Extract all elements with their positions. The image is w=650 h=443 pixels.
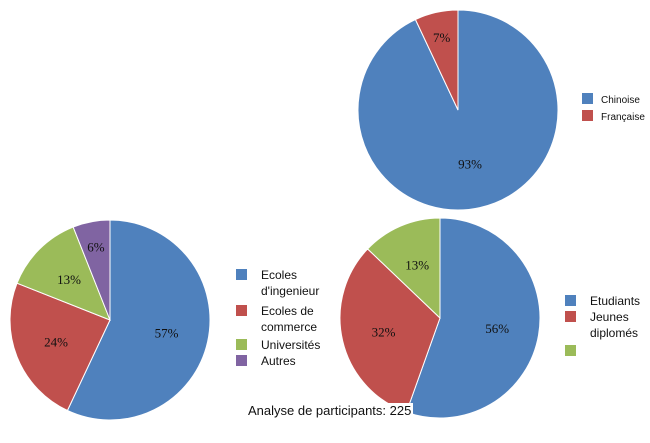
legend: Chinoise Française — [582, 93, 645, 123]
slice-percent-label: 13% — [405, 258, 429, 273]
slice-percent-label: 13% — [57, 272, 81, 287]
legend-swatch — [236, 305, 247, 316]
legend-swatch — [565, 295, 576, 306]
slice-percent-label: 93% — [458, 157, 482, 172]
legend-label: Etudiants — [590, 294, 640, 308]
pie-slice — [72, 219, 111, 321]
slice-percent-label: 7% — [433, 30, 451, 45]
legend-label: Chinoise — [601, 95, 640, 106]
legend-label: Ecoles de commerce — [261, 304, 317, 334]
legend-swatch — [236, 269, 247, 280]
pie-slice — [66, 219, 211, 421]
slice-percent-label: 57% — [155, 326, 179, 341]
pie-chart-2: 57% 24% 13% 6% Ecoles d'ingenieur Ecoles de com… — [9, 219, 320, 421]
legend-swatch — [582, 110, 593, 121]
legend-label: Jeunes diplomés — [590, 310, 638, 340]
slice-percent-label: 24% — [44, 334, 68, 349]
pie-chart-3: 56% 32% 13% Etudiants Jeunes diplomés — [339, 217, 640, 419]
legend-swatch — [236, 355, 247, 366]
legend-label: Française — [601, 112, 645, 123]
slice-percent-label: 6% — [87, 239, 105, 254]
pie-slice — [339, 248, 441, 413]
slice-percent-label: 32% — [372, 324, 396, 339]
pie-slice — [414, 9, 459, 111]
legend-swatch — [582, 93, 593, 104]
legend-label: Universités — [261, 338, 320, 352]
legend-swatch — [565, 311, 576, 322]
pie-chart-1: 93% 7% Chinoise Française — [357, 9, 645, 211]
pie-slice — [366, 217, 441, 320]
legend: Etudiants Jeunes diplomés — [565, 294, 640, 356]
pie-slice — [16, 226, 111, 321]
participants-caption: Analyse de participants: 225 — [246, 403, 414, 418]
legend-label: Autres — [261, 354, 296, 368]
legend-swatch — [236, 339, 247, 350]
legend-swatch — [565, 345, 576, 356]
legend: Ecoles d'ingenieur Ecoles de commerce Univer… — [236, 268, 320, 368]
pie-slice — [9, 282, 111, 412]
pie-slice — [405, 217, 541, 419]
legend-label: Ecoles d'ingenieur — [261, 268, 319, 298]
slice-percent-label: 56% — [485, 321, 509, 336]
